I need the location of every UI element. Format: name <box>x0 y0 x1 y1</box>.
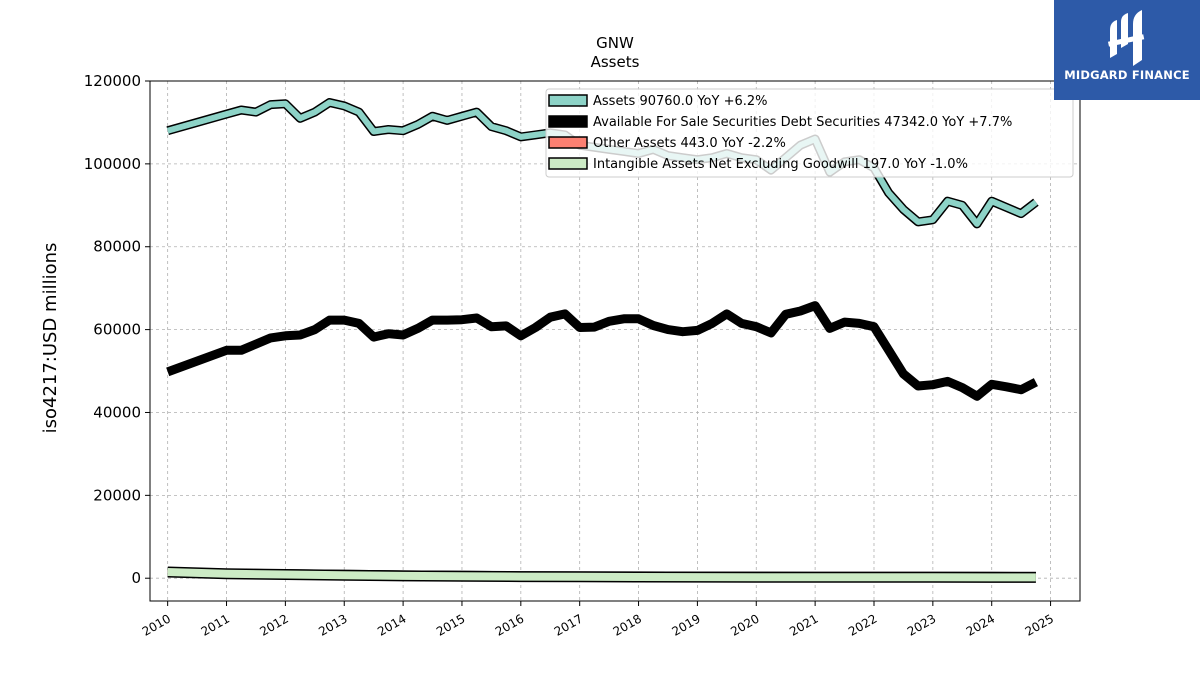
legend-box <box>545 88 1074 178</box>
x-tick-label: 2013 <box>316 611 349 638</box>
x-tick-label: 2023 <box>905 611 938 638</box>
series-line <box>166 301 1038 401</box>
brand-logo: MIDGARD FINANCE <box>1054 0 1200 100</box>
x-tick-label: 2015 <box>434 611 467 638</box>
legend-label: Assets 90760.0 YoY +6.2% <box>593 94 768 109</box>
legend-swatch <box>548 115 588 128</box>
series-line <box>167 568 1036 582</box>
x-tick-label: 2012 <box>257 611 290 638</box>
y-tick-label: 0 <box>131 569 141 587</box>
y-tick-label: 80000 <box>93 238 141 256</box>
x-tick-label: 2014 <box>375 611 408 638</box>
logo-text: MIDGARD FINANCE <box>1064 68 1190 82</box>
x-tick-label: 2021 <box>787 611 820 638</box>
x-tick-label: 2011 <box>199 611 232 638</box>
legend-label: Other Assets 443.0 YoY -2.2% <box>593 136 786 151</box>
y-tick-label: 60000 <box>93 321 141 339</box>
legend-swatch <box>548 94 588 107</box>
legend-swatch <box>548 157 588 170</box>
y-tick-label: 40000 <box>93 403 141 421</box>
x-tick-label: 2020 <box>728 611 761 638</box>
axes-frame <box>149 80 1081 602</box>
legend-label: Intangible Assets Net Excluding Goodwill… <box>593 157 968 172</box>
legend: Assets 90760.0 YoY +6.2% Available For Sa… <box>545 88 1074 178</box>
x-tick-label: 2019 <box>669 611 702 638</box>
y-tick-label: 100000 <box>84 155 141 173</box>
x-tick-label: 2016 <box>493 611 526 638</box>
logo-mark-icon <box>1107 10 1145 66</box>
legend-label: Available For Sale Securities Debt Secur… <box>593 115 1012 130</box>
x-tick-label: 2022 <box>846 611 879 638</box>
chart-title: GNW <box>596 34 634 52</box>
x-tick-label: 2025 <box>1023 611 1056 638</box>
chart-subtitle: Assets <box>591 53 640 71</box>
y-tick-label: 120000 <box>84 72 141 90</box>
legend-swatch <box>548 136 588 149</box>
x-tick-label: 2017 <box>552 611 585 638</box>
y-tick-label: 20000 <box>93 486 141 504</box>
x-tick-label: 2010 <box>140 611 173 638</box>
x-tick-label: 2018 <box>611 611 644 638</box>
y-axis-label: iso4217:USD millions <box>40 243 61 434</box>
x-tick-label: 2024 <box>964 611 997 638</box>
